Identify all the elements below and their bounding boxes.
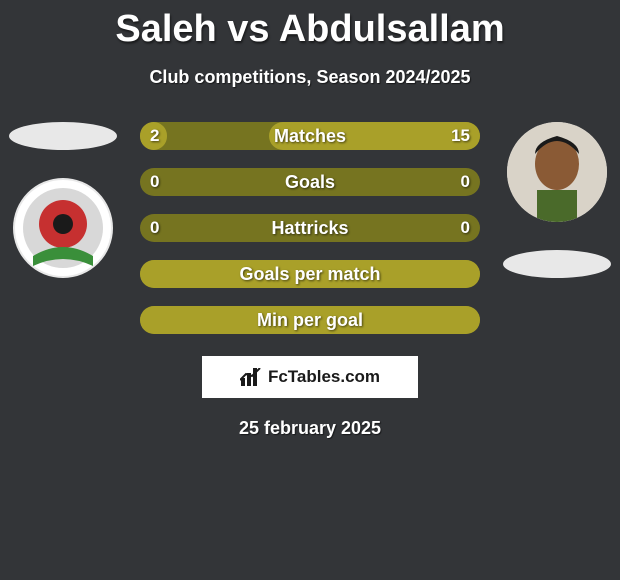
stat-bar-label: Matches bbox=[274, 126, 346, 147]
stat-bar: Min per goal bbox=[140, 306, 480, 334]
stat-bar-label: Min per goal bbox=[257, 310, 363, 331]
snapshot-date: 25 february 2025 bbox=[0, 418, 620, 439]
comparison-stage: Matches 2 15 Goals 0 0 Hattricks 0 0 Goals per ma… bbox=[0, 122, 620, 334]
branding-text: FcTables.com bbox=[268, 367, 380, 387]
stat-value-right: 0 bbox=[461, 218, 470, 238]
page-title: Saleh vs Abdulsallam bbox=[0, 0, 620, 51]
page-subtitle: Club competitions, Season 2024/2025 bbox=[0, 67, 620, 88]
stat-value-left: 0 bbox=[150, 218, 159, 238]
player-left-column bbox=[8, 122, 118, 278]
player-left-avatar bbox=[13, 178, 113, 278]
stat-value-left: 0 bbox=[150, 172, 159, 192]
person-silhouette-icon bbox=[507, 122, 607, 222]
player-right-club-oval bbox=[503, 250, 611, 278]
stat-bar-label: Goals bbox=[285, 172, 335, 193]
stat-bar-label: Goals per match bbox=[239, 264, 380, 285]
player-left-club-oval bbox=[9, 122, 117, 150]
stat-value-right: 15 bbox=[451, 126, 470, 146]
player-right-column bbox=[502, 122, 612, 278]
stat-bar-label: Hattricks bbox=[271, 218, 348, 239]
stat-bars: Matches 2 15 Goals 0 0 Hattricks 0 0 Goals per ma… bbox=[140, 122, 480, 334]
branding-badge: FcTables.com bbox=[202, 356, 418, 398]
stat-value-left: 2 bbox=[150, 126, 159, 146]
stat-bar: Hattricks 0 0 bbox=[140, 214, 480, 242]
stat-bar: Matches 2 15 bbox=[140, 122, 480, 150]
club-crest-icon bbox=[13, 178, 113, 278]
stat-value-right: 0 bbox=[461, 172, 470, 192]
stat-bar: Goals per match bbox=[140, 260, 480, 288]
bar-chart-icon bbox=[240, 368, 262, 386]
stat-bar: Goals 0 0 bbox=[140, 168, 480, 196]
player-right-avatar bbox=[507, 122, 607, 222]
